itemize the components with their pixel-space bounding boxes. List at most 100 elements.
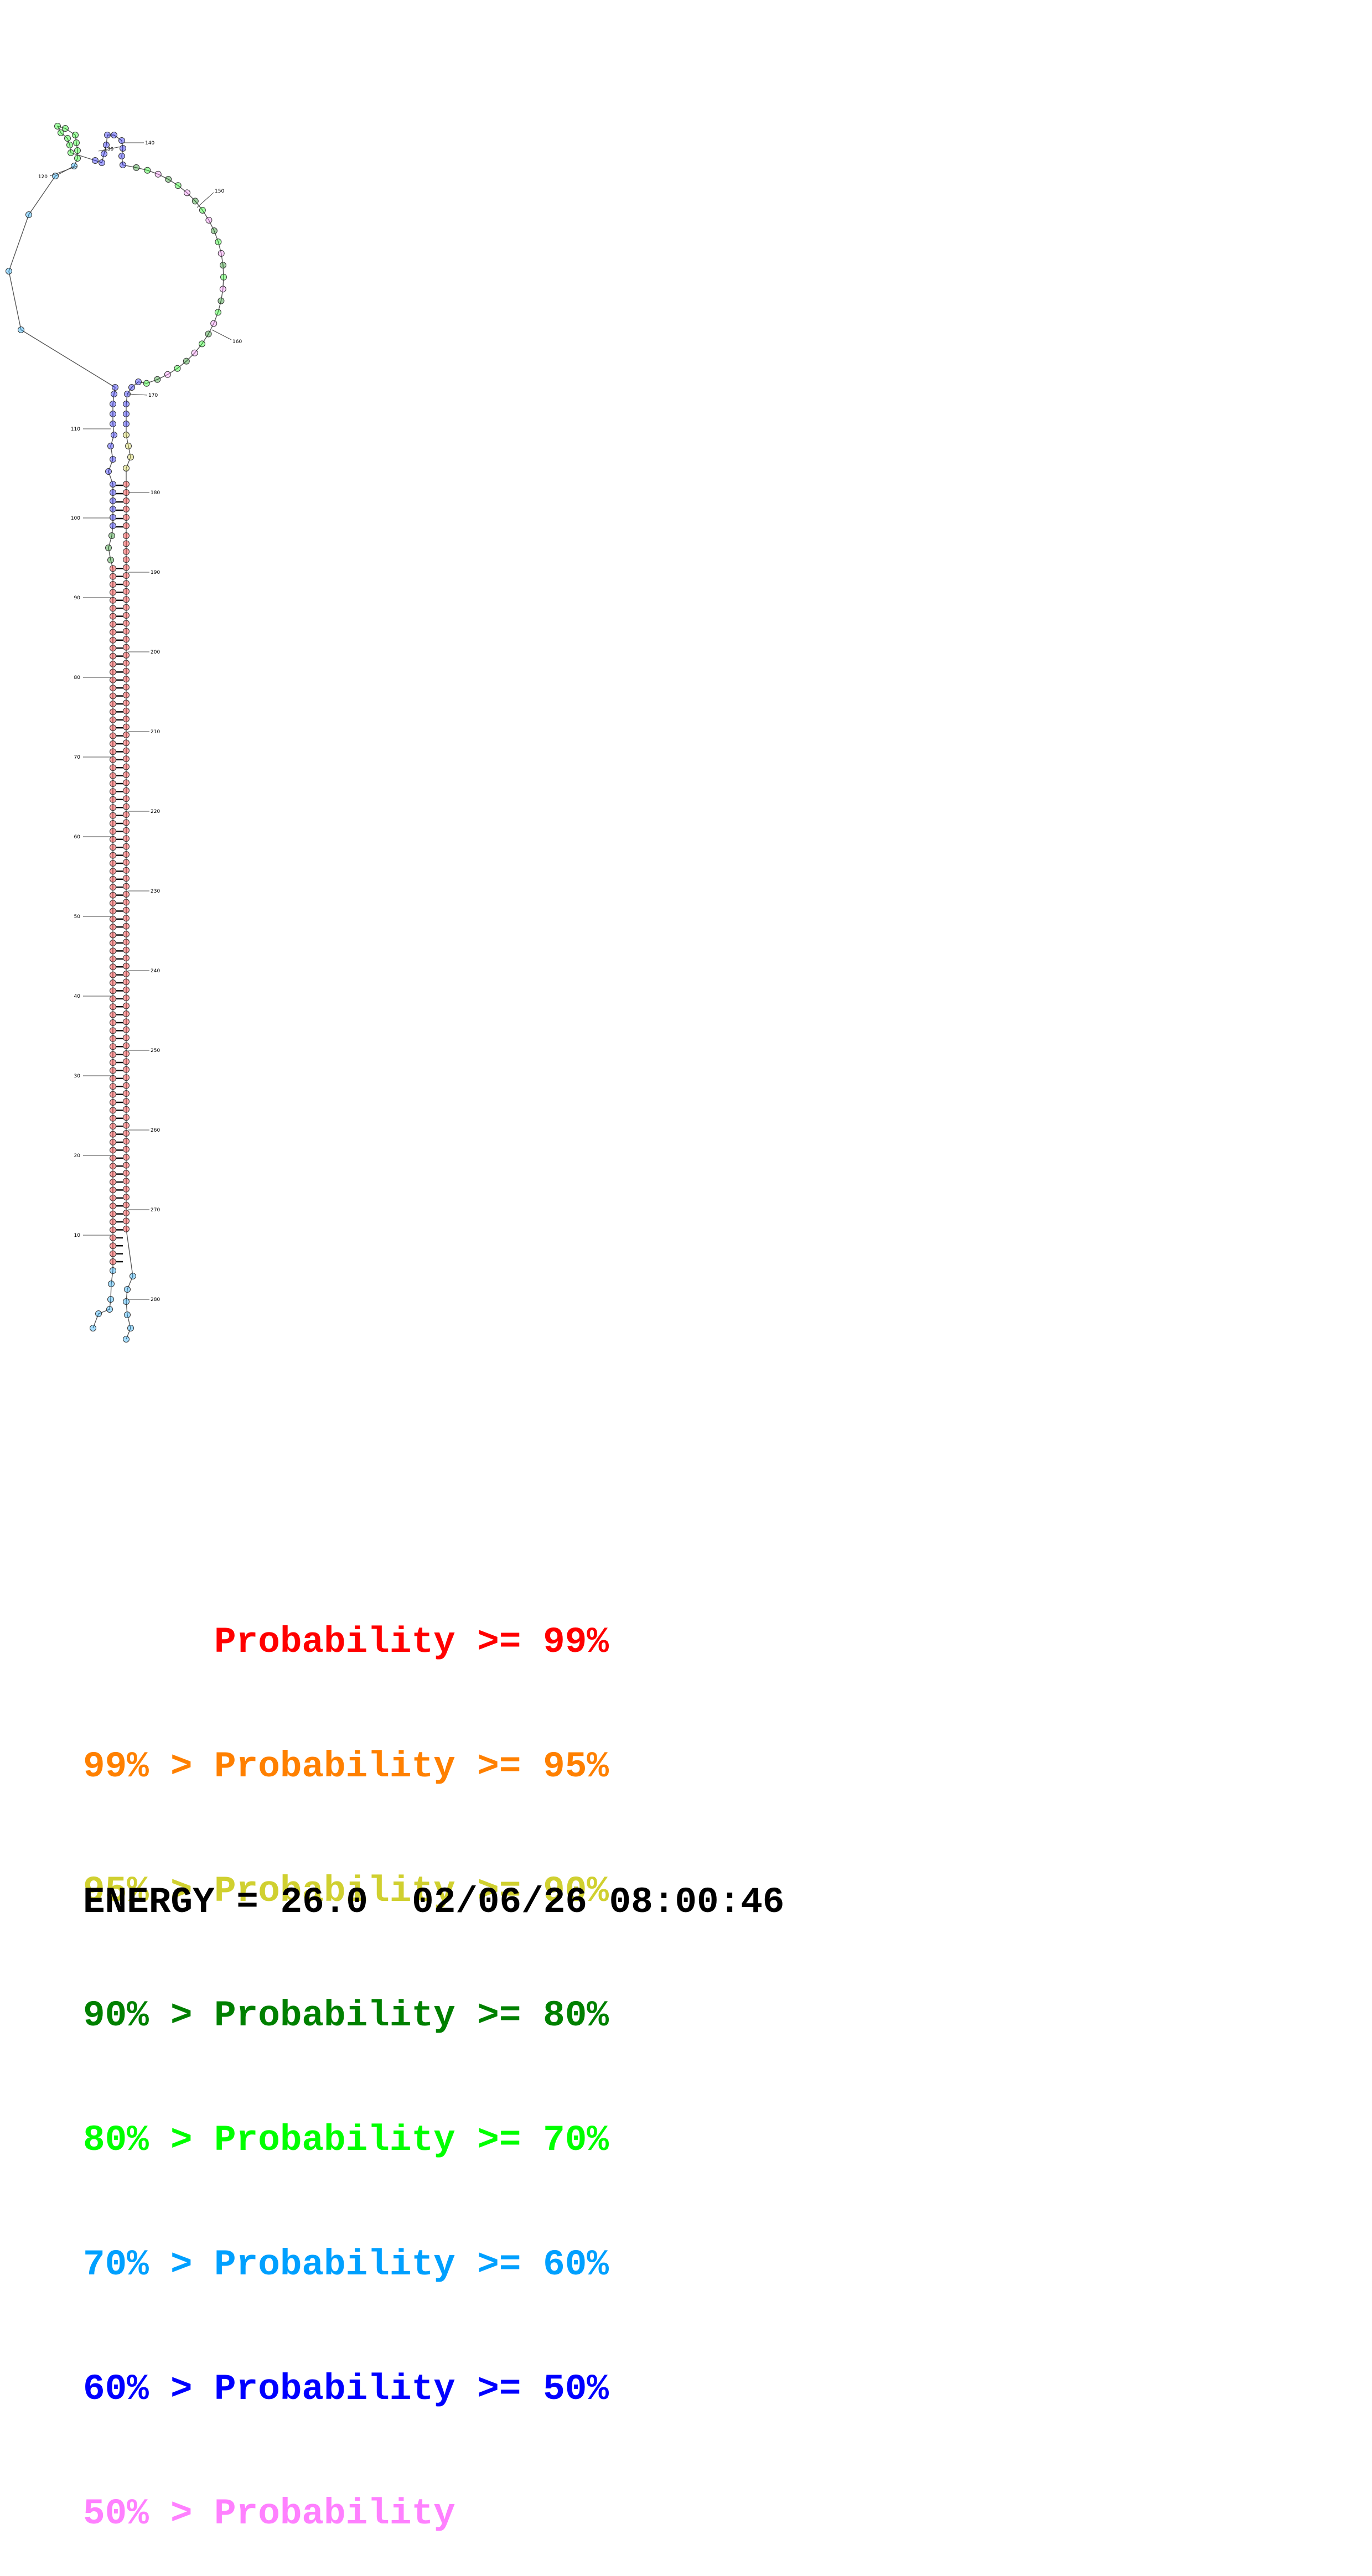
nucleotide	[123, 1185, 130, 1193]
nucleotide	[110, 421, 116, 427]
svg-text:240: 240	[151, 968, 160, 974]
nucleotide	[110, 481, 116, 488]
legend-label: Probability	[214, 2119, 455, 2161]
legend-label: Probability	[214, 1995, 455, 2036]
nucleotide	[110, 971, 116, 978]
nucleotide	[218, 250, 225, 257]
nucleotide	[110, 1099, 116, 1106]
legend-upper: >= 60%	[477, 2244, 609, 2285]
nucleotide	[110, 764, 116, 771]
nucleotide	[128, 384, 135, 391]
nucleotide	[123, 891, 130, 898]
nucleotide	[110, 685, 116, 692]
nucleotide	[110, 844, 116, 851]
nucleotide	[101, 151, 107, 157]
nucleotide	[110, 1154, 116, 1162]
nucleotide	[123, 971, 130, 977]
legend-upper: >= 90%	[477, 1870, 609, 1912]
nucleotide	[123, 421, 130, 427]
svg-text:90: 90	[74, 595, 81, 601]
nucleotide	[110, 1170, 116, 1178]
nucleotide	[123, 1098, 130, 1105]
tick-40: 40	[74, 994, 111, 999]
legend-label: Probability	[214, 1621, 455, 1663]
nucleotide	[110, 1194, 116, 1201]
nucleotide	[118, 153, 125, 159]
svg-text:260: 260	[151, 1128, 160, 1133]
nucleotide	[123, 556, 130, 563]
nucleotide	[110, 522, 116, 529]
nucleotide	[123, 1178, 130, 1185]
nucleotide	[123, 1066, 130, 1073]
nucleotide	[110, 1226, 116, 1233]
nucleotide	[123, 939, 130, 946]
nucleotide	[111, 391, 117, 397]
legend-lower: 60%	[83, 2368, 149, 2410]
nucleotide	[106, 1306, 113, 1313]
tick-280: 280	[128, 1297, 160, 1303]
nucleotide	[110, 629, 116, 636]
svg-text:220: 220	[151, 809, 160, 815]
legend-sep: >	[170, 2244, 193, 2285]
nucleotide	[110, 565, 116, 572]
nucleotide	[123, 489, 130, 496]
nucleotide	[123, 644, 130, 651]
nucleotide	[123, 899, 130, 906]
nucleotide	[99, 159, 105, 166]
nucleotide	[110, 995, 116, 1002]
nucleotide	[123, 787, 130, 794]
nucleotide	[110, 915, 116, 922]
nucleotide	[123, 401, 130, 407]
nucleotide	[112, 384, 118, 391]
nucleotide	[123, 683, 130, 691]
legend-sep: >	[170, 1746, 193, 1787]
nucleotide	[123, 667, 130, 675]
nucleotide	[110, 597, 116, 604]
tick-30: 30	[74, 1074, 111, 1079]
nucleotide	[123, 481, 130, 488]
nucleotide	[174, 182, 182, 189]
nucleotide	[191, 198, 199, 205]
nucleotide	[110, 1035, 116, 1042]
nucleotide	[110, 804, 116, 811]
tick-190: 190	[128, 570, 160, 576]
rna-structure-diagram: 10 20 30 40 50 60 70 80 90 100 110 120 1…	[6, 123, 242, 1343]
nucleotide	[123, 1194, 130, 1201]
nucleotide	[110, 1203, 116, 1210]
legend-lower: 70%	[83, 2244, 149, 2285]
nucleotide	[110, 860, 116, 867]
backbone-line	[8, 125, 224, 1340]
nucleotide	[123, 962, 130, 970]
nucleotide	[110, 724, 116, 732]
nucleotide	[105, 468, 112, 475]
nucleotide	[111, 432, 117, 438]
nucleotide	[72, 132, 79, 138]
nucleotide	[123, 883, 130, 890]
nucleotide	[124, 1286, 131, 1293]
nucleotide	[92, 157, 99, 164]
nucleotide	[123, 1106, 130, 1113]
nucleotide	[123, 732, 130, 738]
legend-sep: >	[170, 2368, 193, 2410]
nucleotide	[164, 371, 171, 378]
nucleotide	[123, 955, 130, 962]
legend-sep: >	[170, 1870, 193, 1912]
svg-text:140: 140	[145, 141, 154, 146]
nucleotide	[110, 1091, 116, 1098]
nucleotide	[123, 1114, 130, 1121]
nucleotide	[110, 708, 116, 716]
nucleotide	[110, 931, 116, 939]
svg-text:50: 50	[74, 914, 81, 920]
legend-label: Probability	[214, 2493, 455, 2534]
nucleotide	[218, 297, 225, 304]
nucleotide	[130, 1273, 136, 1279]
nucleotide	[110, 1123, 116, 1130]
nucleotide	[110, 497, 116, 504]
nucleotide	[110, 1075, 116, 1082]
legend-sep	[170, 1621, 214, 1663]
svg-text:30: 30	[74, 1074, 81, 1079]
nucleotide	[123, 1217, 130, 1225]
nucleotide	[210, 227, 218, 234]
nucleotide	[123, 1225, 130, 1232]
nucleotide	[205, 216, 213, 224]
